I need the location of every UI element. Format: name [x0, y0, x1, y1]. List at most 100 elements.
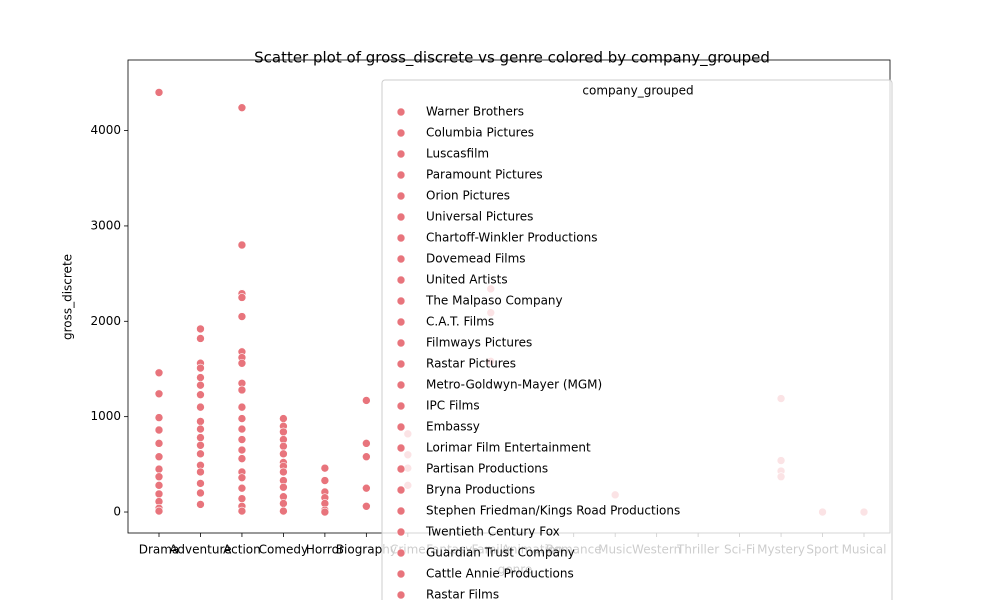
legend-label: Lorimar Film Entertainment [426, 441, 591, 455]
legend-marker [396, 380, 406, 390]
x-tick-label: Adventure [169, 543, 231, 557]
point [196, 417, 205, 426]
point [237, 402, 247, 412]
point [196, 500, 205, 509]
legend-marker [396, 548, 406, 558]
point [279, 482, 288, 492]
legend-title: company_grouped [582, 84, 693, 98]
y-tick-label: 3000 [90, 218, 121, 232]
point [196, 390, 205, 400]
legend-label: Orion Pictures [426, 189, 510, 203]
legend-label: Cattle Annie Productions [426, 567, 574, 581]
point [154, 425, 164, 435]
y-tick-label: 0 [113, 505, 121, 519]
legend-marker [396, 338, 406, 348]
legend-label: Warner Brothers [426, 105, 524, 119]
point [279, 467, 288, 477]
point [237, 358, 247, 368]
legend-label: Bryna Productions [426, 483, 535, 497]
y-tick-label: 2000 [90, 314, 121, 328]
point [154, 489, 164, 499]
point [196, 402, 205, 412]
legend-marker [396, 149, 406, 159]
legend-label: Paramount Pictures [426, 168, 543, 182]
point [196, 373, 205, 382]
point [154, 452, 164, 462]
legend-marker [396, 212, 406, 222]
point [279, 506, 288, 516]
x-tick-label: Drama [139, 543, 180, 557]
point [237, 435, 247, 444]
legend-marker [396, 527, 406, 537]
point [154, 464, 164, 474]
legend-label: Dovemead Films [426, 252, 526, 266]
legend-label: IPC Films [426, 399, 480, 413]
legend-label: Rastar Pictures [426, 357, 516, 371]
point [237, 414, 247, 423]
legend-marker [396, 317, 406, 327]
y-tick-label: 1000 [90, 409, 121, 423]
x-tick-label: Action [223, 543, 261, 557]
x-tick-label: Horror [306, 543, 344, 557]
chart-title: Scatter plot of gross_discrete vs genre … [254, 49, 770, 68]
point [237, 506, 247, 516]
legend-marker [396, 590, 406, 600]
point [196, 324, 205, 334]
point [154, 506, 164, 516]
point [196, 449, 205, 459]
legend-label: C.A.T. Films [426, 315, 494, 329]
legend-label: Partisan Productions [426, 462, 548, 476]
point [362, 452, 371, 462]
point [237, 103, 247, 112]
point [196, 479, 205, 488]
point [154, 481, 164, 490]
legend-label: United Artists [426, 273, 508, 287]
point [154, 368, 164, 378]
point [362, 396, 371, 405]
point [237, 445, 247, 455]
legend-marker [396, 422, 406, 432]
legend-marker [396, 569, 406, 579]
point [154, 88, 164, 97]
point [320, 463, 330, 473]
legend-marker [396, 275, 406, 285]
legend-marker [396, 296, 406, 306]
legend-label: Metro-Goldwyn-Mayer (MGM) [426, 378, 602, 392]
legend-label: Columbia Pictures [426, 126, 534, 140]
point [196, 488, 205, 498]
point [279, 499, 288, 508]
y-axis-label: gross_discrete [61, 254, 75, 340]
point [237, 473, 247, 482]
legend-label: Stephen Friedman/Kings Road Productions [426, 504, 680, 518]
legend-marker [396, 170, 406, 180]
point [279, 449, 288, 459]
point [237, 424, 247, 434]
y-tick-label: 4000 [90, 123, 121, 137]
point [196, 380, 205, 390]
legend-marker [396, 359, 406, 369]
legend-marker [396, 191, 406, 201]
legend-label: Embassy [426, 420, 480, 434]
point [196, 363, 205, 373]
point [279, 427, 288, 437]
legend-marker [396, 443, 406, 453]
point [237, 454, 247, 463]
point [237, 494, 247, 503]
point [196, 424, 205, 434]
point [196, 467, 205, 477]
legend-marker [396, 401, 406, 411]
legend-box [381, 79, 893, 600]
point [237, 483, 247, 493]
legend-marker [396, 107, 406, 117]
legend-label: Rastar Films [426, 588, 499, 600]
legend-label: Filmways Pictures [426, 336, 532, 350]
point [237, 293, 247, 302]
legend-marker [396, 128, 406, 138]
legend-marker [396, 506, 406, 516]
point [362, 501, 371, 511]
legend-marker [396, 233, 406, 243]
legend-label: Luscasfilm [426, 147, 489, 161]
point [362, 483, 371, 493]
legend-marker [396, 464, 406, 474]
point [196, 433, 205, 442]
